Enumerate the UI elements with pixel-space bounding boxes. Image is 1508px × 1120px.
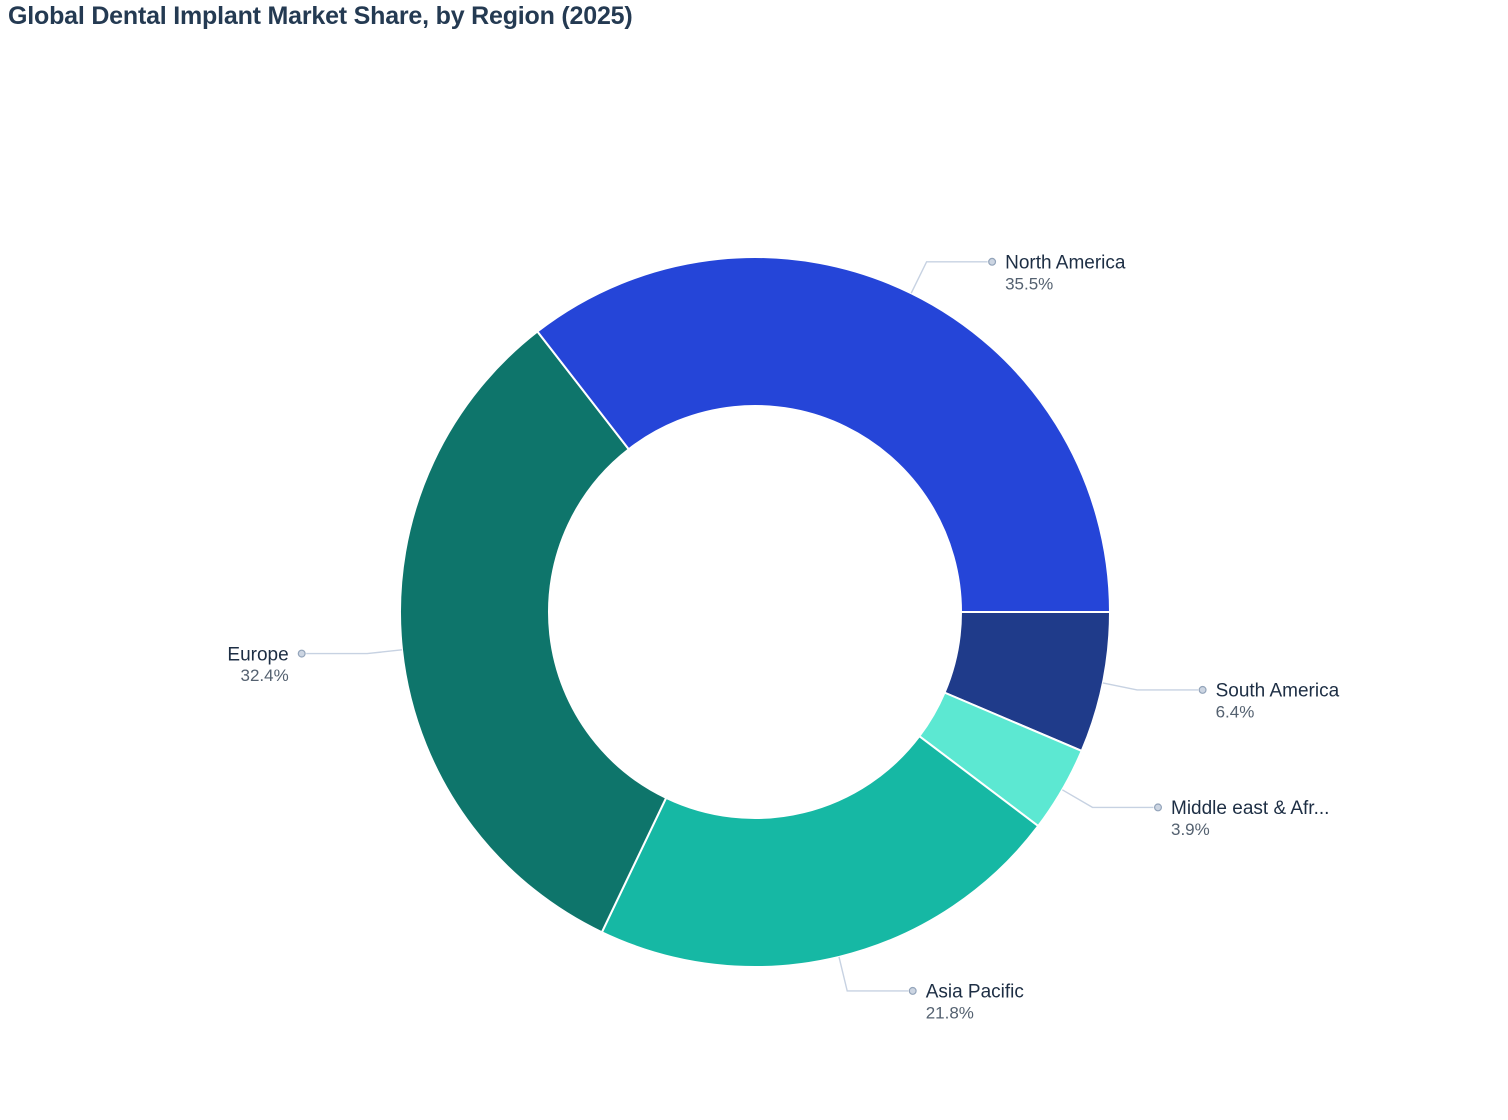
leader-line-south-america [1102,682,1199,691]
label-marker-dot-europe [297,649,306,658]
slice-percent-europe: 32.4% [240,666,288,685]
leader-line-middle-east-afr [1061,789,1154,809]
chart-title: Global Dental Implant Market Share, by R… [8,2,633,30]
label-marker-dot-asia-pacific [908,986,917,995]
label-marker-dot-south-america [1198,685,1207,694]
slice-percent-asia-pacific: 21.8% [926,1003,974,1022]
slices-group [398,255,1111,969]
pie-slice-asia-pacific[interactable] [600,735,1040,969]
pie-slice-europe[interactable] [398,330,668,934]
leader-line-europe [306,649,403,655]
label-marker-dot-middle-east-afr [1153,803,1162,812]
slice-label-asia-pacific: Asia Pacific [926,982,1024,1003]
slice-label-europe: Europe [227,644,288,665]
leader-line-asia-pacific [838,956,909,992]
leader-lines-group [297,257,1207,995]
slice-percent-south-america: 6.4% [1216,702,1255,721]
slice-percent-middle-east-afr: 3.9% [1171,820,1210,839]
pie-slice-north-america[interactable] [536,255,1111,613]
slice-label-north-america: North America [1005,253,1126,274]
label-marker-dot-north-america [988,257,997,266]
leader-line-north-america [910,261,988,294]
slice-label-middle-east-afr: Middle east & Afr... [1171,798,1329,819]
slice-label-south-america: South America [1216,681,1340,702]
slice-percent-north-america: 35.5% [1005,274,1053,293]
